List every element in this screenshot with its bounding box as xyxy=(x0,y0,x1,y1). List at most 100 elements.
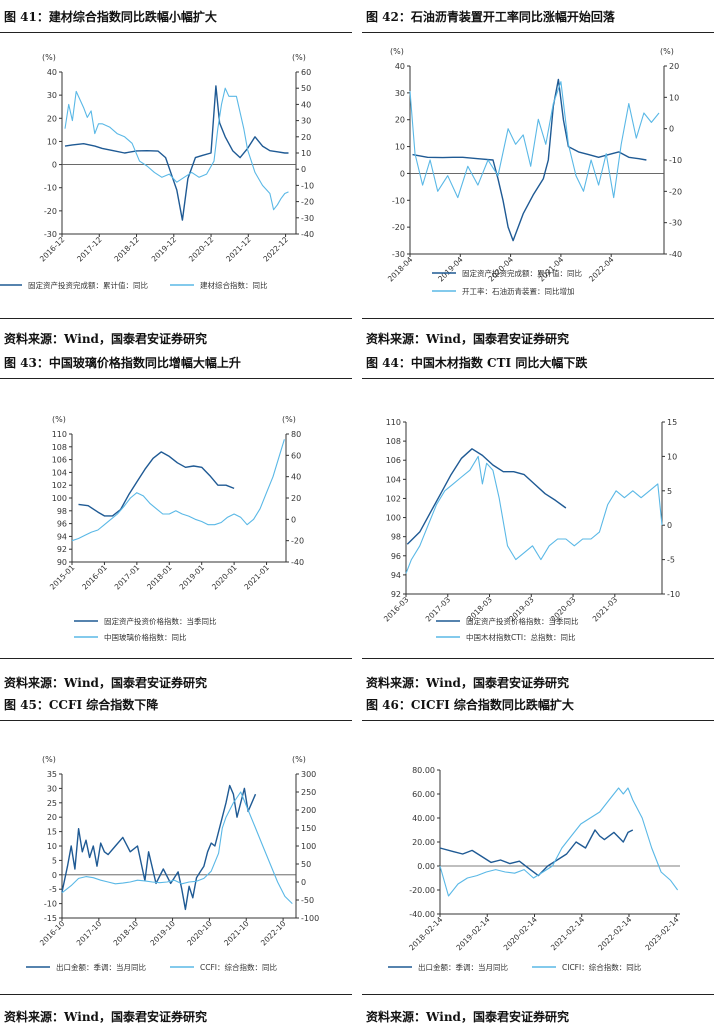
y-tick-label-right: 0 xyxy=(667,521,672,530)
y-tick-label-right: 20 xyxy=(291,494,301,503)
x-tick-label: 2019-01 xyxy=(178,563,207,592)
y-tick-label-right: 0 xyxy=(669,125,674,134)
y-tick-label-left: 40 xyxy=(47,68,57,77)
y-tick-label-right: 10 xyxy=(669,93,679,102)
chart-45: (%) (%)-15-10-505101520253035-100-5005010… xyxy=(26,755,319,972)
y-tick-label-left: -30 xyxy=(44,230,57,239)
y-unit-left: (%) xyxy=(42,755,56,764)
legend-label-2: 建材综合指数：同比 xyxy=(200,280,268,290)
y-tick-label-right: -10 xyxy=(301,181,314,190)
y-tick-label-left: 5 xyxy=(52,856,57,865)
y-tick-label-right: -50 xyxy=(301,896,314,905)
source-note: 资料来源：Wind，国泰君安证券研究 xyxy=(366,332,569,346)
x-tick-label: 2020-12 xyxy=(187,235,216,264)
figure-title: 图 42：石油沥青装置开工率同比涨幅开始回落 xyxy=(366,10,615,24)
legend-label-2: CCFI：综合指数：同比 xyxy=(200,962,277,972)
x-tick-label: 2021-03 xyxy=(591,595,620,624)
x-tick-label: 2021-12 xyxy=(224,235,253,264)
series-line-1 xyxy=(406,448,567,545)
figure-42: 图 42：石油沥青装置开工率同比涨幅开始回落 (%) (%) -30 -20 -10 0 1… xyxy=(362,2,716,346)
chart-46: -40.00 -20.00 0.00 20.00 40.00 60.00 80.00 2018… xyxy=(388,766,681,972)
y-tick-label-right: 10 xyxy=(667,452,677,461)
y-tick-label-left: 110 xyxy=(52,430,67,439)
source-rule xyxy=(0,318,352,319)
legend-label-2: 开工率：石油沥青装置：同比增加 xyxy=(462,286,575,296)
x-tick-label: 2022-02-14 xyxy=(596,915,633,952)
y-tick-label-right: -40 xyxy=(301,230,314,239)
y-tick-label-right: -20 xyxy=(291,537,304,546)
chart-42: (%) (%) -30 -20 -10 0 10 20 30 40 -40 -30 -20 -10 0 10 2… xyxy=(386,47,682,296)
title-rule xyxy=(362,378,714,379)
x-tick-label: 2018-02-14 xyxy=(407,915,444,952)
y-tick-label-right: 60 xyxy=(301,68,311,77)
x-tick-label: 2020-10 xyxy=(185,919,214,948)
y-unit-right: (%) xyxy=(660,47,674,56)
title-rule xyxy=(0,378,352,379)
y-unit-left: (%) xyxy=(42,53,56,62)
x-tick-label: 2020-01 xyxy=(210,563,239,592)
y-tick-label-left: 0.00 xyxy=(417,862,435,871)
y-tick-label-right: 0 xyxy=(301,878,306,887)
y-tick-label-right: 40 xyxy=(291,473,301,482)
y-tick-label-left: 15 xyxy=(47,828,57,837)
y-tick-label-right: -40 xyxy=(291,558,304,567)
y-tick-label-right: 30 xyxy=(301,117,311,126)
y-tick-label-right: 0 xyxy=(291,515,296,524)
title-rule xyxy=(362,32,714,33)
y-tick-label-left: -20 xyxy=(44,207,57,216)
y-tick-label-left: -10 xyxy=(44,184,57,193)
y-tick-label-left: 20 xyxy=(47,114,57,123)
y-tick-label-right: 50 xyxy=(301,84,311,93)
source-note: 资料来源：Wind，国泰君安证券研究 xyxy=(4,1010,207,1024)
chart-44: 92 94 96 98 100 102 104 106 108 110 -10 -5 0 5 10 15 201… xyxy=(382,418,680,642)
y-tick-label-right: 0 xyxy=(301,165,306,174)
x-tick-label: 2017-03 xyxy=(424,595,453,624)
y-tick-label-left: 102 xyxy=(386,494,401,503)
y-tick-label-left: 102 xyxy=(52,481,67,490)
y-tick-label-right: 80 xyxy=(291,430,301,439)
y-unit-right: (%) xyxy=(292,53,306,62)
y-tick-label-right: -10 xyxy=(667,590,680,599)
y-tick-label-right: 5 xyxy=(667,487,672,496)
y-tick-label-right: -20 xyxy=(301,198,314,207)
legend-label-1: 固定资产投资价格指数：当季同比 xyxy=(104,616,217,626)
y-tick-label-left: 60.00 xyxy=(412,790,435,799)
legend-label-2: 中国玻璃价格指数：同比 xyxy=(104,632,187,642)
y-tick-label-left: -30 xyxy=(392,250,405,259)
series-line-1 xyxy=(439,829,634,877)
y-tick-label-left: 30 xyxy=(395,89,405,98)
y-tick-label-left: 0 xyxy=(400,169,405,178)
y-tick-label-right: 300 xyxy=(301,770,316,779)
source-note: 资料来源：Wind，国泰君安证券研究 xyxy=(4,332,207,346)
chart-41: (%) (%) -30 -20 -10 0 10 20 30 40 -40 -30 -20 -10 0 10 2… xyxy=(0,53,314,290)
title-rule xyxy=(0,32,352,33)
series-line-2 xyxy=(61,791,293,904)
y-tick-label-left: 104 xyxy=(386,475,401,484)
x-tick-label: 2017-12 xyxy=(75,235,104,264)
legend-label-2: CICFI：综合指数：同比 xyxy=(562,962,642,972)
y-tick-label-left: 100 xyxy=(386,514,401,523)
y-tick-label-left: 92 xyxy=(391,590,401,599)
y-tick-label-left: 94 xyxy=(57,532,67,541)
legend-label-1: 固定资产投资完成额：累计值：同比 xyxy=(28,280,148,290)
source-rule xyxy=(362,318,714,319)
y-tick-label-right: -30 xyxy=(301,214,314,223)
series-line-2 xyxy=(71,439,285,542)
y-unit-right: (%) xyxy=(282,415,296,424)
legend-label-1: 出口金额：季调：当月同比 xyxy=(418,962,508,972)
x-tick-label: 2019-02-14 xyxy=(454,915,491,952)
x-tick-label: 2020-02-14 xyxy=(502,915,539,952)
y-tick-label-left: 20.00 xyxy=(412,838,435,847)
series-line-1 xyxy=(78,451,235,517)
x-tick-label: 2019-04 xyxy=(436,255,465,284)
figure-46: 图 46：CICFI 综合指数同比跌幅扩大 -40.00 -20.00 0.00 20… xyxy=(362,690,716,1030)
y-tick-label-left: 30 xyxy=(47,784,57,793)
x-tick-label: 2018-04 xyxy=(386,255,415,284)
y-tick-label-left: 40.00 xyxy=(412,814,435,823)
x-tick-label: 2018-01 xyxy=(145,563,174,592)
figure-title: 图 45：CCFI 综合指数下降 xyxy=(4,698,159,712)
x-tick-label: 2022-12 xyxy=(261,235,290,264)
source-rule xyxy=(362,658,714,659)
legend-label-1: 出口金额：季调：当月同比 xyxy=(56,962,146,972)
y-tick-label-left: 92 xyxy=(57,545,67,554)
